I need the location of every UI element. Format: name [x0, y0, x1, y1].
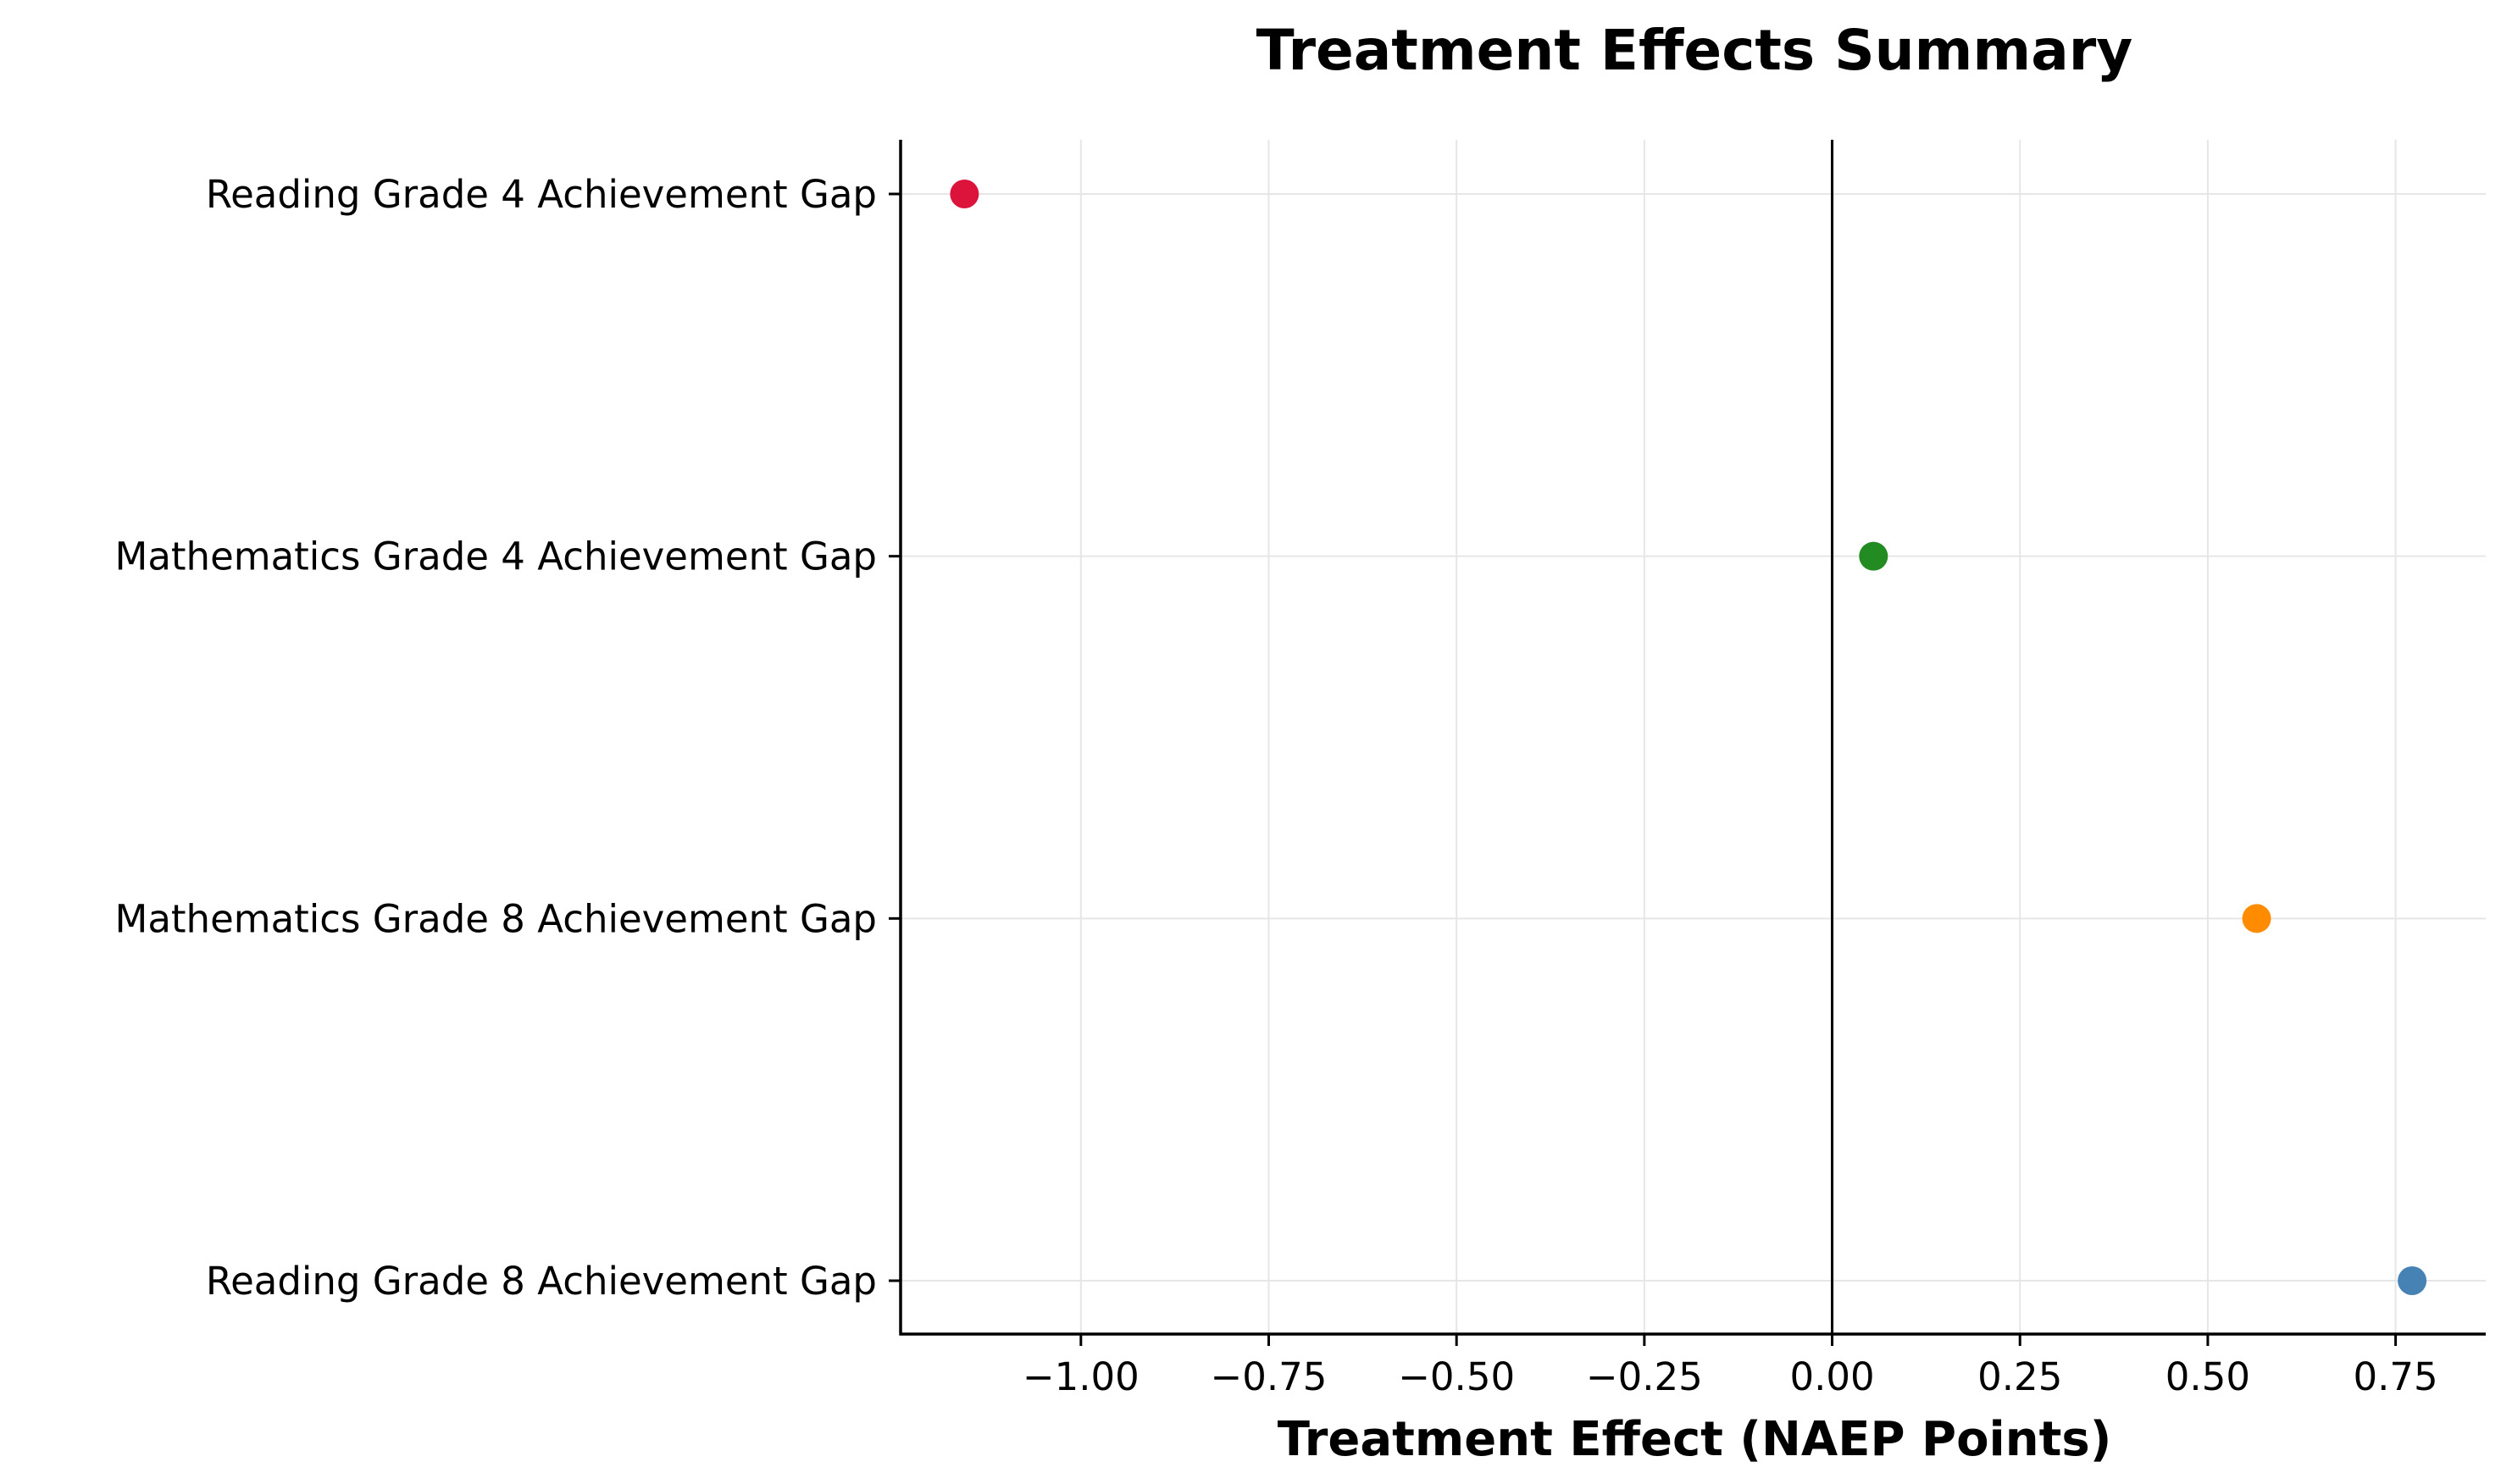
x-tick-label: 0.00: [1789, 1354, 1874, 1399]
x-ticks: −1.00 −0.75 −0.50 −0.25 0.00 0.25 0.50 0.75: [1023, 1334, 2438, 1399]
data-point: [2398, 1266, 2427, 1295]
y-tick-label: Reading Grade 4 Achievement Gap: [206, 172, 877, 217]
grid-lines: [901, 140, 2486, 1334]
data-point: [950, 180, 979, 208]
chart-title: Treatment Effects Summary: [1256, 18, 2133, 83]
y-tick-label: Mathematics Grade 8 Achievement Gap: [115, 896, 878, 941]
y-tick-label: Reading Grade 8 Achievement Gap: [206, 1259, 877, 1304]
axes: [899, 140, 2486, 1336]
x-axis-label: Treatment Effect (NAEP Points): [1278, 1412, 2112, 1467]
x-tick-label: 0.50: [2166, 1354, 2250, 1399]
y-ticks: Reading Grade 4 Achievement Gap Mathemati…: [115, 172, 901, 1304]
data-points: [950, 180, 2427, 1295]
x-tick-label: 0.25: [1977, 1354, 2062, 1399]
x-tick-label: −0.75: [1211, 1354, 1328, 1399]
y-tick-label: Mathematics Grade 4 Achievement Gap: [115, 534, 878, 579]
data-point: [2242, 904, 2271, 933]
data-point: [1859, 541, 1888, 571]
x-tick-label: 0.75: [2353, 1354, 2437, 1399]
x-tick-label: −0.50: [1398, 1354, 1515, 1399]
x-tick-label: −0.25: [1586, 1354, 1703, 1399]
x-tick-label: −1.00: [1023, 1354, 1140, 1399]
